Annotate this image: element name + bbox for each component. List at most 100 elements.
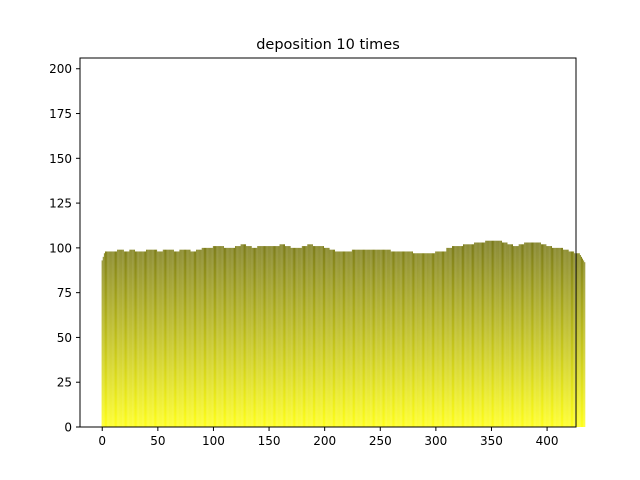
bar	[464, 244, 466, 427]
bar	[201, 247, 203, 427]
bar	[470, 244, 472, 427]
bar	[347, 251, 349, 427]
bar	[270, 246, 272, 427]
bar	[449, 247, 451, 427]
bar	[349, 251, 351, 427]
bar	[118, 249, 120, 427]
bar	[185, 249, 186, 427]
bar	[291, 247, 293, 427]
bar	[309, 244, 311, 427]
bar	[563, 249, 565, 427]
bar	[180, 249, 182, 427]
bar	[390, 251, 392, 427]
bar	[297, 247, 299, 427]
bar	[103, 253, 105, 427]
y-tick-label: 0	[64, 421, 72, 435]
bar	[556, 247, 558, 427]
bar	[355, 249, 357, 427]
bar	[251, 247, 253, 427]
bar	[321, 246, 323, 427]
bar	[238, 246, 240, 427]
bar	[445, 251, 447, 427]
bar	[371, 249, 373, 427]
bar	[319, 246, 321, 427]
bar	[557, 247, 559, 427]
bar	[296, 247, 298, 427]
bar	[268, 246, 270, 427]
bar	[166, 249, 168, 427]
bar	[307, 244, 309, 427]
bar	[125, 251, 126, 427]
bar	[336, 251, 338, 427]
bar	[248, 246, 250, 427]
bar	[269, 246, 271, 427]
bar	[364, 249, 366, 427]
bar	[567, 249, 569, 427]
bar	[417, 253, 419, 427]
bar	[281, 244, 283, 427]
bar	[284, 244, 285, 427]
bar	[239, 246, 241, 427]
bar	[135, 251, 136, 427]
y-tick-label: 125	[49, 197, 72, 211]
bar	[236, 246, 238, 427]
bar	[131, 249, 133, 427]
bar	[232, 247, 234, 427]
bar	[475, 242, 477, 427]
x-tick-label: 250	[369, 434, 392, 448]
bar	[545, 244, 547, 427]
bar	[274, 246, 275, 427]
bar	[468, 244, 470, 427]
bar	[177, 251, 179, 427]
bar	[565, 249, 567, 427]
bar	[308, 244, 310, 427]
bar	[219, 246, 221, 427]
bar	[331, 249, 333, 427]
bar	[385, 249, 387, 427]
bar	[299, 247, 301, 427]
bar	[525, 242, 527, 427]
bar	[325, 247, 327, 427]
bar	[310, 244, 312, 427]
bar	[505, 242, 507, 427]
bar	[285, 246, 287, 427]
bar	[520, 244, 522, 427]
bar	[228, 247, 230, 427]
bar	[434, 253, 436, 427]
bar	[231, 247, 233, 427]
bar	[529, 242, 531, 427]
bar	[218, 246, 220, 427]
bar	[328, 247, 330, 427]
bar	[379, 249, 381, 427]
bar	[216, 246, 218, 427]
bar	[515, 246, 517, 427]
bar	[200, 249, 202, 427]
bar	[301, 246, 303, 427]
x-tick-label: 400	[536, 434, 559, 448]
bar	[136, 251, 138, 427]
bar	[564, 249, 566, 427]
bar	[360, 249, 362, 427]
bar	[175, 251, 176, 427]
x-tick-label: 50	[150, 434, 165, 448]
bar	[224, 247, 225, 427]
bar	[514, 246, 516, 427]
bar	[324, 247, 325, 427]
bar	[456, 246, 458, 427]
bar	[254, 247, 255, 427]
bar	[353, 249, 354, 427]
bar	[271, 246, 273, 427]
bar	[197, 249, 199, 427]
bar	[156, 249, 158, 427]
bar	[153, 249, 155, 427]
bar	[311, 244, 313, 427]
bar	[572, 251, 573, 427]
bar	[410, 251, 412, 427]
bar	[486, 240, 488, 427]
bar	[139, 251, 141, 427]
bar	[425, 253, 427, 427]
bar	[249, 246, 251, 427]
bar	[523, 244, 525, 427]
bar	[448, 247, 450, 427]
bar	[447, 247, 449, 427]
